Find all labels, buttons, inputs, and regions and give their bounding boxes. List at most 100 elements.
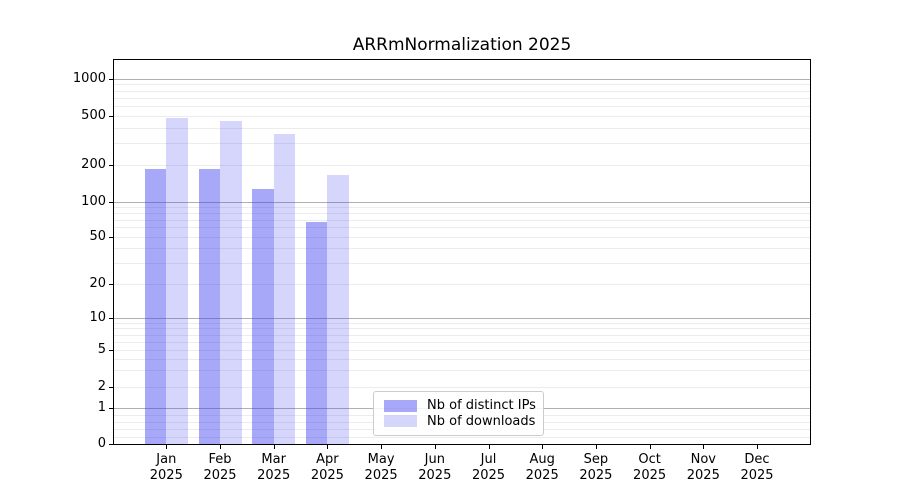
- y-tick-mark: [109, 165, 113, 166]
- x-tick-label: Oct 2025: [618, 452, 682, 484]
- bar-distinct-ips-mar: [252, 188, 274, 444]
- x-tick-month: Sep: [583, 452, 609, 467]
- bar-downloads-jan: [166, 118, 188, 444]
- gridline-minor: [114, 370, 810, 372]
- y-tick-label: 1: [97, 399, 106, 415]
- x-tick-month: Nov: [690, 452, 716, 467]
- gridline-minor: [114, 227, 810, 229]
- y-tick-mark: [109, 318, 113, 319]
- x-tick-label: Aug 2025: [510, 452, 574, 484]
- gridline-minor: [114, 116, 810, 117]
- x-tick-year: 2025: [418, 468, 452, 483]
- plot-area: [113, 59, 811, 445]
- x-tick-mark: [166, 445, 168, 449]
- bar-distinct-ips-jan: [144, 168, 167, 444]
- gridline-minor: [114, 328, 810, 330]
- x-tick-mark: [703, 445, 705, 449]
- gridline-minor: [114, 106, 810, 108]
- legend-row-downloads: Nb of downloads: [384, 413, 536, 429]
- y-tick-label: 20: [89, 276, 106, 291]
- x-tick-label: Jul 2025: [457, 452, 521, 484]
- y-tick-mark: [109, 444, 113, 445]
- x-tick-year: 2025: [525, 468, 559, 483]
- x-tick-mark: [757, 445, 758, 449]
- bar-downloads-apr: [327, 175, 349, 444]
- x-tick-month: Jul: [480, 452, 497, 467]
- x-tick-label: Sep 2025: [564, 452, 628, 484]
- gridline-minor: [114, 284, 810, 285]
- gridline-minor: [114, 436, 810, 438]
- y-tick-mark: [109, 78, 113, 80]
- y-tick-label: 1000: [72, 70, 106, 86]
- gridline-minor: [114, 90, 810, 92]
- x-tick-mark: [220, 445, 221, 449]
- gridline-minor: [114, 84, 810, 86]
- x-tick-month: Aug: [529, 452, 555, 467]
- y-tick-mark: [109, 116, 113, 117]
- gridline-minor: [114, 322, 810, 324]
- y-tick-mark: [109, 284, 113, 285]
- x-tick-year: 2025: [686, 468, 720, 483]
- legend-label-distinct-ips: Nb of distinct IPs: [427, 398, 536, 414]
- x-tick-month: May: [367, 452, 395, 467]
- y-tick-label: 5: [97, 342, 106, 357]
- gridline-major: [114, 201, 810, 203]
- x-tick-month: Feb: [208, 452, 232, 467]
- x-tick-year: 2025: [149, 468, 183, 483]
- y-tick-mark: [109, 236, 113, 238]
- x-tick-month: Mar: [261, 452, 286, 467]
- gridline-minor: [114, 341, 810, 343]
- gridline-minor: [114, 212, 810, 214]
- gridline-minor: [114, 386, 810, 388]
- bar-distinct-ips-feb: [198, 168, 220, 444]
- x-tick-mark: [434, 445, 436, 449]
- x-tick-mark: [542, 445, 544, 449]
- x-tick-mark: [381, 445, 383, 449]
- y-tick-mark: [109, 201, 113, 203]
- y-tick-label: 50: [89, 228, 106, 244]
- y-tick-label: 100: [81, 193, 106, 209]
- x-tick-month: Jan: [156, 452, 177, 467]
- gridline-major: [114, 318, 810, 319]
- gridline-minor: [114, 248, 810, 250]
- legend: Nb of distinct IPs Nb of downloads: [373, 391, 544, 436]
- y-tick-mark: [109, 407, 113, 409]
- y-tick-label: 2: [97, 378, 106, 394]
- legend-swatch-downloads: [384, 415, 417, 428]
- chart-title: ARRmNormalization 2025: [352, 35, 572, 55]
- x-tick-year: 2025: [364, 468, 398, 483]
- x-tick-label: Feb 2025: [188, 452, 252, 484]
- x-tick-year: 2025: [633, 468, 667, 483]
- y-tick-label: 500: [81, 108, 106, 123]
- bar-distinct-ips-apr: [305, 221, 328, 444]
- x-tick-label: Mar 2025: [242, 452, 306, 484]
- gridline-minor: [114, 350, 810, 351]
- x-tick-mark: [327, 445, 329, 449]
- gridline-minor: [114, 219, 810, 221]
- gridline-minor: [114, 165, 810, 166]
- x-tick-year: 2025: [579, 468, 613, 483]
- x-tick-year: 2025: [257, 468, 291, 483]
- x-tick-month: Dec: [744, 452, 770, 467]
- x-tick-label: Jun 2025: [403, 452, 467, 484]
- x-tick-month: Jun: [424, 452, 445, 467]
- bar-downloads-mar: [273, 133, 296, 444]
- x-tick-label: Jan 2025: [134, 452, 198, 484]
- x-tick-month: Oct: [638, 452, 661, 467]
- y-tick-label: 10: [89, 310, 106, 325]
- y-tick-mark: [109, 386, 113, 388]
- legend-label-downloads: Nb of downloads: [427, 413, 536, 429]
- gridline-minor: [114, 97, 810, 99]
- bar-downloads-feb: [220, 121, 242, 444]
- y-tick-label: 0: [97, 436, 106, 451]
- legend-swatch-distinct-ips: [384, 399, 417, 412]
- x-tick-year: 2025: [740, 468, 774, 483]
- x-tick-label: Apr 2025: [295, 452, 359, 484]
- gridline-minor: [114, 236, 810, 238]
- x-tick-mark: [649, 445, 651, 449]
- x-tick-mark: [273, 445, 275, 449]
- x-tick-mark: [488, 445, 490, 449]
- x-tick-label: Dec 2025: [725, 452, 789, 484]
- gridline-minor: [114, 358, 810, 360]
- x-tick-mark: [595, 445, 597, 449]
